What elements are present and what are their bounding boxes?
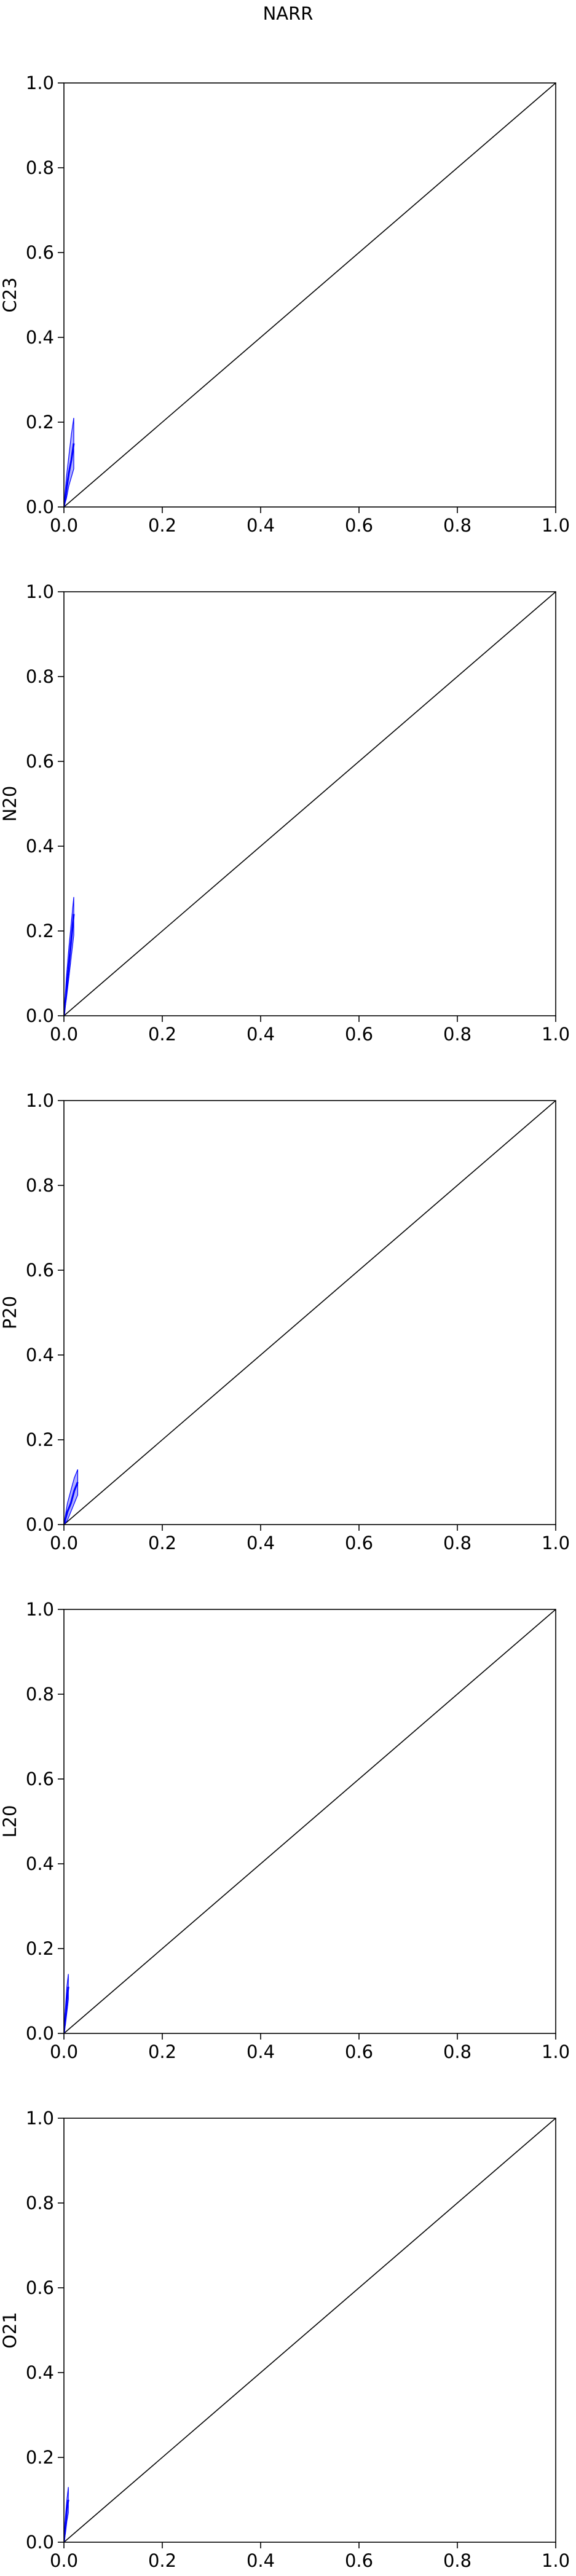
reference-line: [64, 83, 556, 507]
series-line-1: [64, 1986, 69, 2033]
y-tick-label: 0.4: [26, 836, 54, 857]
x-tick-label: 0.2: [148, 2550, 176, 2571]
y-tick-label: 0.8: [26, 1175, 54, 1196]
series-line-1: [64, 1482, 79, 1525]
y-tick-label: 0.2: [26, 2447, 54, 2468]
y-tick-label: 0.4: [26, 2362, 54, 2383]
y-tick-label: 0.0: [26, 497, 54, 517]
x-tick-label: 0.8: [443, 1024, 471, 1045]
y-tick-label: 0.8: [26, 1684, 54, 1705]
y-tick-label: 0.8: [26, 666, 54, 687]
y-axis-label: P20: [0, 1296, 20, 1329]
axes-frame: [63, 1609, 556, 2034]
x-tick-label: 0.0: [50, 2041, 78, 2062]
y-axis-label: N20: [0, 786, 20, 822]
y-tick-label: 0.4: [26, 327, 54, 348]
x-tick-label: 0.0: [50, 1533, 78, 1553]
reference-line: [64, 1101, 556, 1525]
y-tick-label: 0.4: [26, 1853, 54, 1874]
y-tick-label: 0.0: [26, 1005, 54, 1026]
chart-panel-4: 0.0 0.2 0.4 0.6 0.8 1.0 0.0 0.2 0.4 0.6 0.8 1.0 L20: [0, 1599, 570, 2062]
plot-area: [64, 1609, 556, 2033]
x-tick-label: 0.4: [247, 1533, 275, 1553]
plot-area: [64, 1101, 556, 1525]
x-tick-label: 0.2: [148, 2041, 176, 2062]
chart-panel-5: 0.0 0.2 0.4 0.6 0.8 1.0 0.0 0.2 0.4 0.6 0.8 1.0 O21: [0, 2108, 570, 2571]
y-axis-label: L20: [0, 1805, 20, 1837]
x-tick-label: 0.0: [50, 1024, 78, 1045]
x-tick-label: 1.0: [542, 2041, 570, 2062]
y-tick-label: 0.6: [26, 751, 54, 772]
x-tick-label: 0.0: [50, 2550, 78, 2571]
y-tick-label: 0.6: [26, 2277, 54, 2298]
y-tick-label: 0.2: [26, 1429, 54, 1450]
x-tick-label: 0.8: [443, 515, 471, 536]
x-tick-label: 1.0: [542, 1533, 570, 1553]
y-tick-label: 0.2: [26, 412, 54, 433]
reference-line: [64, 1609, 556, 2033]
reference-line: [64, 2118, 556, 2542]
y-tick-label: 1.0: [26, 1599, 54, 1620]
y-tick-label: 0.0: [26, 2023, 54, 2044]
x-tick-label: 0.8: [443, 2041, 471, 2062]
x-tick-label: 0.4: [247, 515, 275, 536]
reference-line: [64, 592, 556, 1016]
x-tick-label: 0.6: [345, 515, 373, 536]
y-tick-label: 1.0: [26, 2108, 54, 2129]
y-tick-label: 0.6: [26, 1260, 54, 1281]
axes-frame: [63, 591, 556, 1016]
y-tick-label: 0.0: [26, 2532, 54, 2553]
y-tick-label: 0.8: [26, 2193, 54, 2213]
plot-area: [64, 592, 556, 1016]
x-tick-label: 0.8: [443, 2550, 471, 2571]
x-tick-label: 1.0: [542, 515, 570, 536]
x-tick-label: 0.6: [345, 1533, 373, 1553]
plot-area: [64, 2118, 556, 2542]
y-tick-label: 0.8: [26, 157, 54, 178]
axes-frame: [63, 82, 556, 508]
x-tick-label: 0.6: [345, 2550, 373, 2571]
series-line-1: [64, 2499, 69, 2542]
y-tick-label: 0.6: [26, 1769, 54, 1789]
plot-area: [64, 83, 556, 507]
figure-title: NARR: [262, 3, 314, 24]
x-tick-label: 0.6: [345, 1024, 373, 1045]
y-tick-label: 0.6: [26, 242, 54, 263]
x-tick-label: 0.4: [247, 2041, 275, 2062]
chart-panel-1: 0.0 0.2 0.4 0.6 0.8 1.0 0.0 0.2 0.4 0.6 0.8 1.0 C23: [0, 73, 570, 536]
axes-frame: [63, 2118, 556, 2543]
x-tick-label: 0.2: [148, 1533, 176, 1553]
series-line-1: [64, 443, 75, 507]
y-axis-label: O21: [0, 2312, 20, 2349]
axes-frame: [63, 1100, 556, 1525]
x-tick-label: 0.2: [148, 1024, 176, 1045]
y-axis-label: C23: [0, 277, 20, 312]
x-tick-label: 0.4: [247, 1024, 275, 1045]
x-tick-label: 0.0: [50, 515, 78, 536]
y-tick-label: 0.4: [26, 1345, 54, 1365]
y-tick-label: 0.2: [26, 921, 54, 941]
x-tick-label: 0.6: [345, 2041, 373, 2062]
series-line-1: [64, 914, 75, 1016]
y-tick-label: 1.0: [26, 1090, 54, 1111]
x-tick-label: 0.2: [148, 515, 176, 536]
y-tick-label: 0.0: [26, 1514, 54, 1535]
x-tick-label: 1.0: [542, 1024, 570, 1045]
y-tick-label: 1.0: [26, 581, 54, 602]
x-tick-label: 0.8: [443, 1533, 471, 1553]
y-tick-label: 0.2: [26, 1938, 54, 1959]
chart-panel-3: 0.0 0.2 0.4 0.6 0.8 1.0 0.0 0.2 0.4 0.6 0.8 1.0 P20: [0, 1090, 570, 1553]
x-tick-label: 0.4: [247, 2550, 275, 2571]
y-tick-label: 1.0: [26, 73, 54, 93]
chart-panel-2: 0.0 0.2 0.4 0.6 0.8 1.0 0.0 0.2 0.4 0.6 0.8 1.0 N20: [0, 581, 570, 1045]
x-tick-label: 1.0: [542, 2550, 570, 2571]
